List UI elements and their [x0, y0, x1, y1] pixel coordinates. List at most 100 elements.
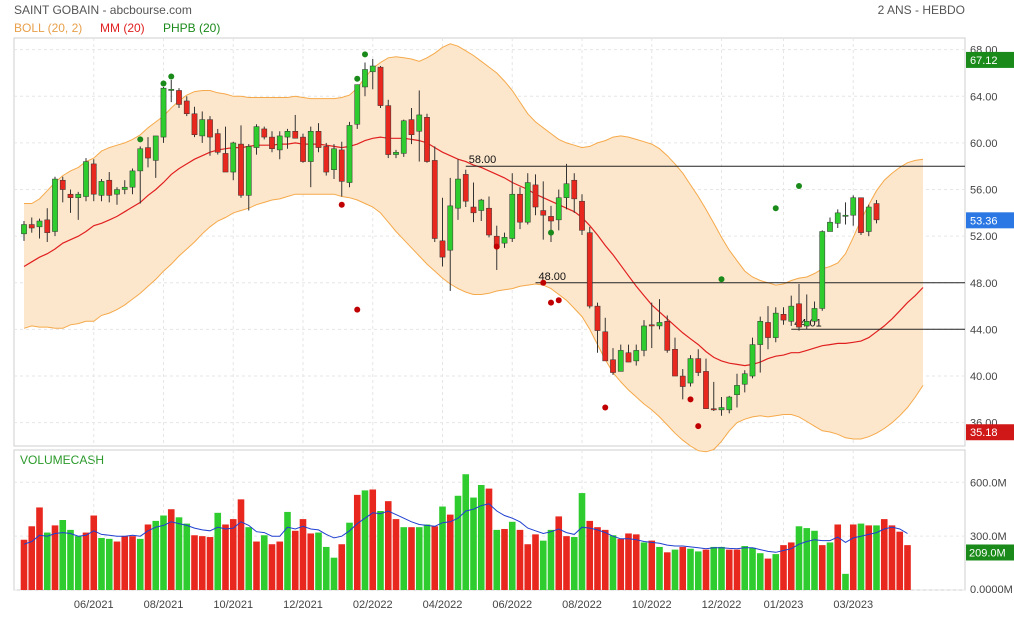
date-tick-label: 01/2023 [764, 599, 804, 611]
candle-body [214, 133, 221, 153]
candle-body [726, 396, 733, 411]
candle-body [307, 131, 314, 162]
legend-boll: BOLL (20, 2) [14, 21, 82, 35]
volume-bar [384, 501, 392, 590]
pivot-low-marker [493, 243, 500, 250]
volume-bar [694, 551, 702, 590]
volume-bar [532, 534, 539, 590]
candle-body [28, 224, 35, 229]
volume-bar [129, 536, 136, 590]
candle-body [424, 117, 430, 162]
volume-bar [772, 554, 780, 590]
volume-bar [857, 523, 865, 590]
volume-bar [167, 509, 175, 590]
candle-body [501, 237, 508, 244]
volume-bar [625, 533, 632, 590]
candle-body [865, 206, 872, 232]
candle-body [478, 199, 485, 211]
volume-bar [183, 523, 191, 590]
volume-bar [524, 544, 532, 590]
volume-bar [315, 532, 322, 590]
volume-bar [609, 535, 617, 590]
volume-bars [20, 474, 911, 590]
candle-body [191, 113, 198, 136]
candle-body [641, 325, 647, 351]
volume-bar [470, 497, 477, 590]
volume-bar [400, 527, 408, 590]
volume-bar [780, 545, 787, 590]
volume-bar [710, 546, 718, 590]
upper-band-tag: 67.12 [970, 55, 998, 67]
date-tick-label: 08/2021 [144, 599, 184, 611]
volume-bar [787, 542, 795, 590]
volume-bar [82, 532, 90, 590]
candle-body [571, 179, 578, 200]
pivot-low-marker [555, 297, 562, 304]
candle-body [183, 100, 190, 115]
volume-bar [733, 549, 741, 590]
candle-body [222, 153, 229, 173]
candle-body [400, 120, 407, 154]
bollinger-lower-line [23, 193, 924, 453]
volume-bar [586, 520, 594, 590]
candle-body [780, 314, 787, 321]
volume-bar [477, 485, 485, 590]
volume-bar [725, 549, 733, 590]
candle-body [346, 125, 353, 183]
volume-axis: 600.0M 300.0M 0.0000M 209.0M [966, 477, 1014, 596]
pivot-high-marker [354, 75, 361, 82]
price-tick-label: 44.00 [970, 324, 998, 336]
candle-body [300, 136, 306, 162]
volume-bar [175, 517, 183, 590]
volume-bar [888, 525, 896, 590]
candle-body [509, 193, 516, 239]
date-tick-label: 10/2022 [632, 599, 672, 611]
candle-body [168, 89, 175, 91]
candle-body [106, 179, 113, 196]
candle-body [664, 321, 671, 351]
volume-bar [121, 536, 129, 590]
legend-mm: MM (20) [100, 21, 145, 35]
candle-body [687, 358, 694, 384]
volume-bar [113, 541, 121, 590]
candle-body [439, 240, 446, 258]
volume-bar [826, 542, 834, 590]
volume-bar [501, 528, 508, 590]
volume-bar [756, 553, 764, 590]
volume-bar [291, 530, 299, 590]
volume-bar [253, 541, 260, 590]
volume-bar [353, 494, 361, 590]
candle-body [579, 200, 585, 231]
candlesticks [21, 58, 880, 416]
candle-body [842, 214, 849, 217]
candle-body [873, 203, 880, 221]
pivot-low-marker [548, 299, 554, 306]
volume-bar [206, 537, 214, 590]
volume-bar [160, 515, 167, 590]
date-tick-label: 06/2021 [74, 599, 114, 611]
candle-body [261, 128, 268, 138]
candle-body [633, 350, 640, 362]
volume-bar [20, 539, 28, 590]
volume-bar [214, 512, 222, 590]
volume-bar [74, 536, 82, 590]
volume-bar [656, 546, 663, 590]
candle-body [710, 408, 717, 411]
candle-body [292, 131, 299, 139]
pivot-high-marker [718, 276, 725, 283]
candle-body [114, 189, 120, 195]
volume-bar [423, 524, 431, 590]
volume-bar [648, 540, 656, 590]
candle-body [672, 348, 678, 377]
candle-body [749, 344, 756, 377]
pivot-low-marker [338, 201, 345, 208]
pivot-low-marker [354, 306, 361, 313]
date-tick-label: 12/2022 [702, 599, 742, 611]
volume-bar [539, 540, 547, 590]
candle-body [176, 90, 182, 105]
candle-body [850, 197, 857, 216]
candle-body [586, 232, 593, 307]
date-axis: 06/2021 08/2021 10/2021 12/2021 02/2022 04/20… [74, 599, 873, 611]
candle-body [462, 174, 469, 202]
volume-bar [330, 557, 338, 590]
